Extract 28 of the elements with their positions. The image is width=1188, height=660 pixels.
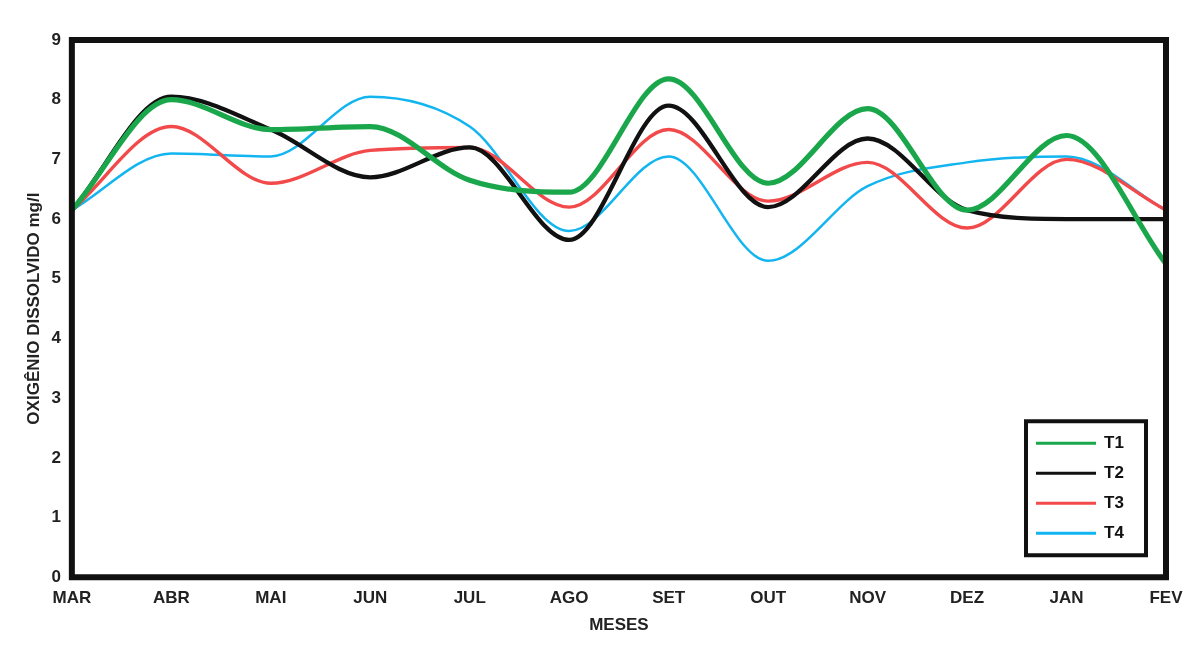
x-tick-label: JAN	[1049, 588, 1084, 608]
y-tick-label: 2	[51, 447, 61, 467]
y-tick-label: 3	[51, 387, 61, 407]
legend-label: T2	[1104, 462, 1124, 482]
x-tick-label: ABR	[152, 588, 190, 608]
legend-label: T1	[1104, 432, 1124, 452]
x-tick-label: JUN	[353, 588, 388, 608]
y-tick-label: 4	[51, 328, 62, 348]
legend-label: T4	[1104, 522, 1125, 542]
y-tick-label: 0	[51, 566, 61, 586]
y-axis-title: OXIGÊNIO DISSOLVIDO mg/l	[23, 192, 43, 425]
x-tick-label: AGO	[549, 588, 589, 608]
legend-label: T3	[1104, 492, 1124, 512]
x-tick-label: MAI	[255, 588, 287, 608]
y-tick-label: 6	[51, 208, 61, 228]
x-tick-label: OUT	[750, 588, 787, 608]
y-tick-label: 1	[51, 507, 61, 527]
y-tick-label: 9	[51, 29, 61, 49]
x-tick-label: MAR	[52, 588, 92, 608]
x-tick-label: NOV	[849, 588, 887, 608]
y-tick-label: 8	[51, 89, 61, 109]
x-tick-label: DEZ	[950, 588, 985, 608]
x-axis-title: MESES	[589, 615, 649, 635]
x-tick-label: FEV	[1149, 588, 1184, 608]
y-tick-label: 5	[51, 268, 61, 288]
x-tick-label: JUL	[453, 588, 486, 608]
y-tick-label: 7	[51, 149, 61, 169]
x-tick-label: SET	[652, 588, 686, 608]
